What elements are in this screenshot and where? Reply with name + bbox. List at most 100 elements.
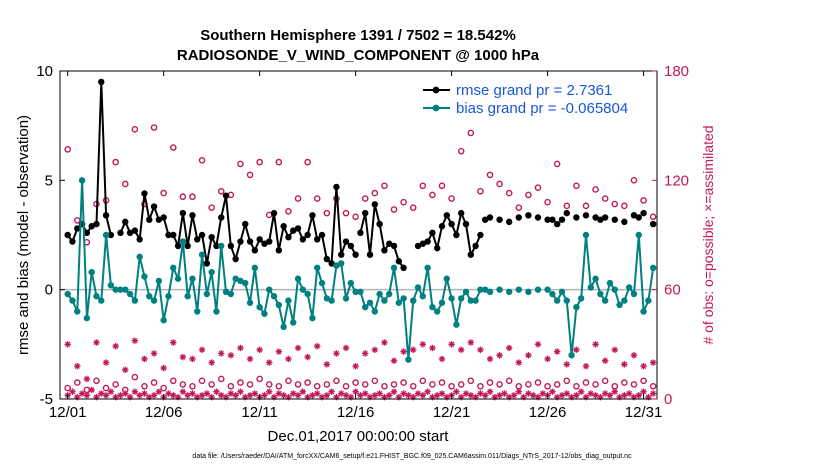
- bias-point: [69, 297, 76, 304]
- bias-point: [640, 308, 647, 315]
- asterisk-stroke: [151, 392, 157, 399]
- bias-point: [410, 297, 417, 304]
- bias-point: [434, 308, 441, 315]
- obs-possible-point: [640, 377, 647, 385]
- bias-point: [481, 286, 489, 293]
- asterisk-stroke: [266, 359, 272, 366]
- asterisk-stroke: [424, 389, 431, 395]
- obs-possible-point: [208, 204, 215, 211]
- rmse-point: [414, 242, 422, 250]
- asterisk-stroke: [420, 341, 426, 348]
- asterisk-stroke: [530, 392, 536, 399]
- obs-possible-point: [390, 381, 398, 388]
- rmse-point: [213, 242, 220, 250]
- asterisk-stroke: [544, 356, 551, 362]
- bias-point: [505, 288, 513, 296]
- x-axis-label: Dec.01,2017 00:00:00 start: [268, 428, 450, 445]
- bias-point: [246, 299, 254, 306]
- obs-assimilated-point: [529, 392, 537, 399]
- bias-point: [457, 295, 465, 302]
- obs-possible-point: [640, 197, 647, 204]
- rmse-point: [366, 251, 374, 258]
- rmse-point: [443, 212, 451, 219]
- obs-possible-point: [582, 202, 590, 210]
- obs-assimilated-point: [170, 339, 177, 346]
- rmse-point: [179, 209, 187, 217]
- obs-assimilated-point: [122, 390, 129, 397]
- bias-point: [645, 297, 652, 304]
- asterisk-stroke: [88, 387, 95, 393]
- obs-possible-point: [477, 187, 484, 195]
- rmse-point: [88, 223, 95, 230]
- bias-point: [390, 264, 398, 271]
- asterisk-stroke: [328, 389, 335, 395]
- bias-point: [352, 288, 359, 296]
- obs-possible-point: [112, 158, 119, 166]
- obs-assimilated-point: [405, 392, 412, 399]
- bias-point: [251, 264, 259, 271]
- asterisk-stroke: [122, 390, 128, 397]
- rmse-point: [429, 229, 436, 237]
- obs-assimilated-point: [549, 388, 556, 395]
- rmse-point: [342, 238, 350, 245]
- rmse-point: [64, 231, 71, 239]
- asterisk-stroke: [338, 390, 344, 397]
- asterisk-stroke: [357, 392, 364, 399]
- bias-point: [160, 317, 167, 324]
- obs-possible-point: [457, 381, 465, 388]
- obs-assimilated-point: [371, 346, 379, 353]
- asterisk-stroke: [650, 390, 656, 397]
- rmse-point: [357, 229, 364, 237]
- obs-assimilated-point: [184, 392, 191, 399]
- obs-assimilated-point: [314, 342, 321, 350]
- obs-possible-point: [169, 144, 177, 151]
- legend: rmse grand pr = 2.7361 bias grand pr = -…: [418, 78, 650, 118]
- bias-point: [597, 290, 604, 298]
- obs-assimilated-point: [83, 392, 91, 399]
- obs-assimilated-point: [457, 346, 465, 353]
- bias-point: [395, 299, 403, 306]
- obs-assimilated-point: [237, 344, 244, 352]
- asterisk-stroke: [362, 390, 368, 397]
- obs-possible-point: [64, 384, 71, 392]
- bias-point: [525, 288, 532, 296]
- asterisk-stroke: [602, 390, 608, 397]
- obs-assimilated-point: [400, 348, 407, 355]
- obs-possible-point: [601, 195, 609, 202]
- rmse-point: [400, 264, 407, 271]
- asterisk-stroke: [352, 363, 359, 369]
- asterisk-stroke: [184, 392, 191, 399]
- rmse-point: [294, 225, 302, 232]
- asterisk-stroke: [592, 341, 599, 348]
- rmse-point: [386, 240, 393, 247]
- asterisk-stroke: [324, 392, 330, 399]
- obs-possible-point: [467, 129, 475, 137]
- rmse-point: [304, 231, 311, 239]
- bias-point: [122, 286, 129, 293]
- legend-bias-label: bias grand pr = -0.065804: [456, 100, 628, 117]
- asterisk-stroke: [199, 392, 205, 399]
- asterisk-stroke: [343, 392, 349, 399]
- obs-assimilated-point: [107, 388, 115, 395]
- obs-assimilated-point: [203, 390, 211, 397]
- obs-possible-point: [419, 182, 427, 190]
- obs-assimilated-point: [93, 339, 100, 346]
- obs-assimilated-point: [621, 361, 628, 368]
- bias-point: [606, 279, 614, 287]
- rmse-point: [146, 216, 153, 223]
- asterisk-stroke: [208, 359, 215, 366]
- asterisk-stroke: [506, 345, 512, 351]
- x-tick-label: 12/06: [145, 404, 183, 421]
- obs-possible-point: [400, 198, 407, 206]
- rmse-point: [472, 242, 479, 250]
- rmse-point: [362, 209, 369, 217]
- rmse-point: [131, 227, 139, 234]
- obs-assimilated-point: [198, 392, 206, 399]
- rmse-point: [309, 212, 316, 219]
- bias-point: [155, 277, 163, 285]
- obs-possible-point: [525, 381, 532, 388]
- obs-assimilated-point: [649, 359, 657, 366]
- bias-point: [419, 293, 427, 300]
- rmse-point: [481, 216, 489, 223]
- asterisk-stroke: [549, 389, 556, 395]
